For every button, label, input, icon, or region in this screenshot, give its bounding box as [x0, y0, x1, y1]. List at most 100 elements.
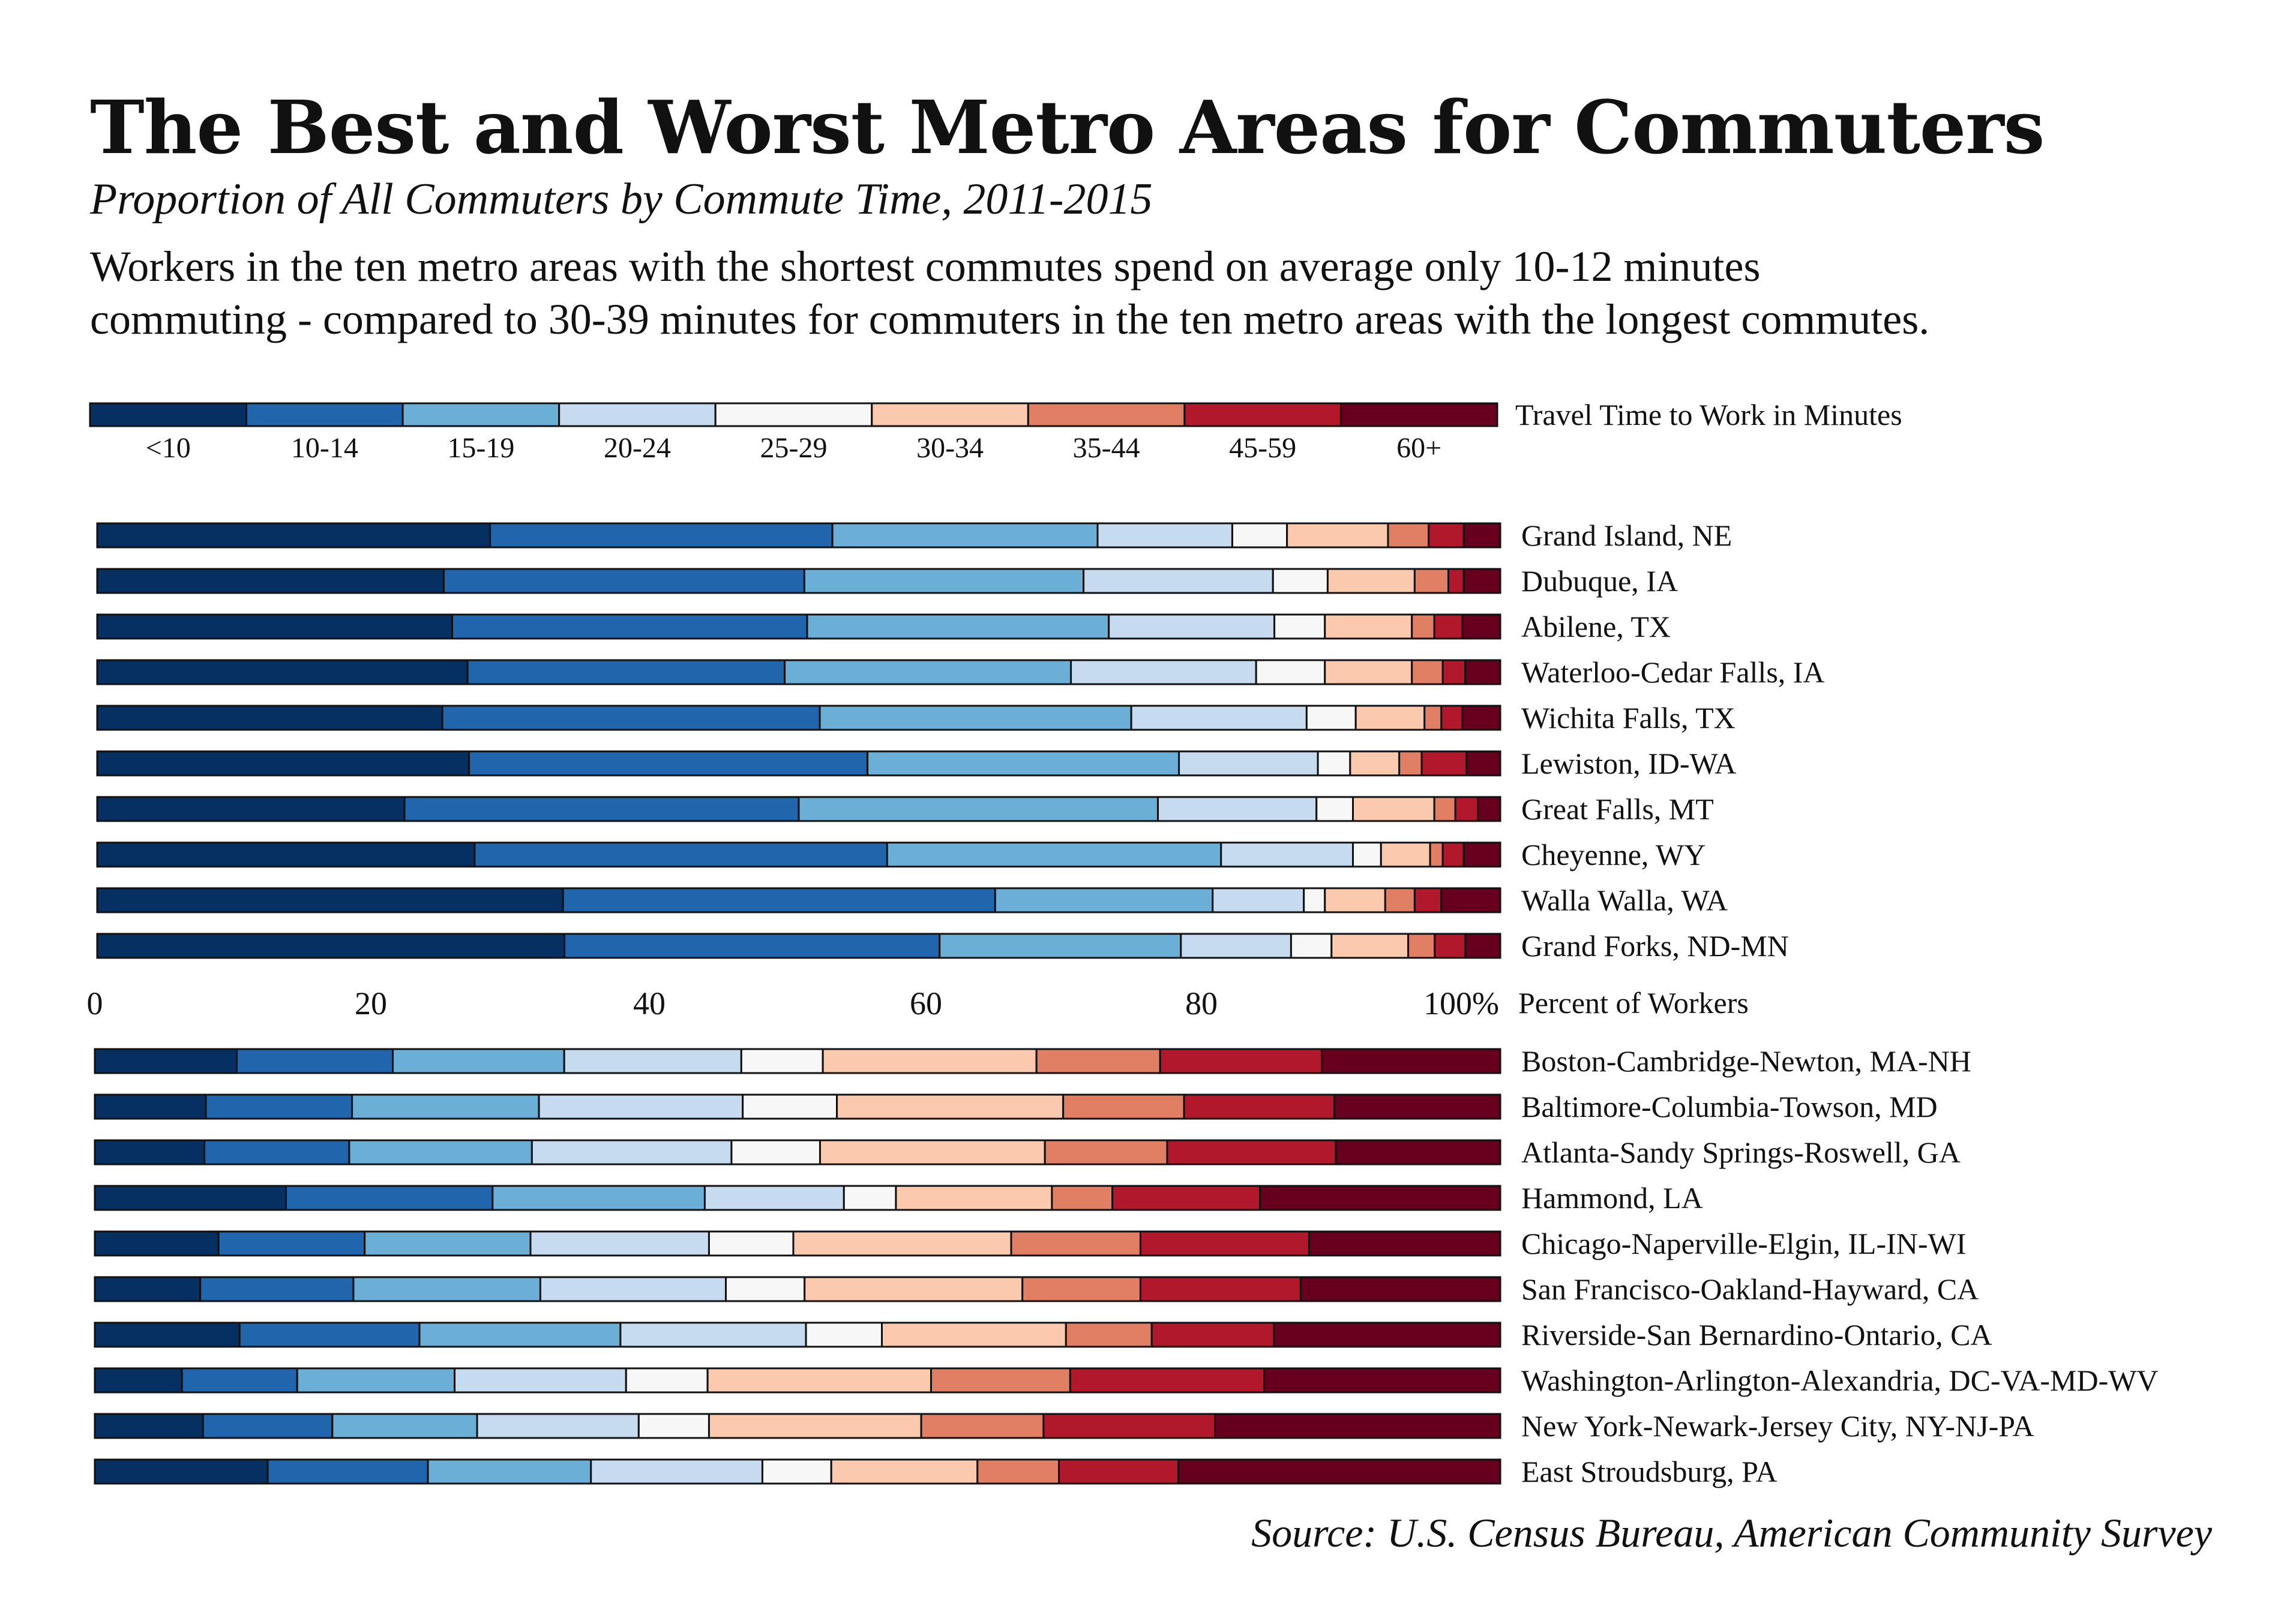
bar-segment-great-falls-mt-4: [1315, 796, 1354, 822]
bar-segment-cheyenne-wy-7: [1441, 841, 1465, 868]
bar-segment-chicago-naperville-elgin-il-in-wi-2: [364, 1230, 532, 1257]
bar-segment-abilene-tx-7: [1433, 613, 1464, 640]
bar-segment-hammond-la-0: [94, 1185, 287, 1211]
bar-segment-dubuque-ia-6: [1413, 568, 1449, 594]
bar-segment-grand-island-ne-0: [96, 522, 491, 549]
bar-segment-walla-walla-wa-1: [562, 887, 996, 913]
bar-segment-atlanta-sandy-springs-roswell-ga-4: [730, 1139, 821, 1165]
category-label: Atlanta-Sandy Springs-Roswell, GA: [1521, 1135, 1961, 1169]
bar-segment-abilene-tx-1: [451, 613, 808, 640]
category-label: Baltimore-Columbia-Towson, MD: [1521, 1090, 1938, 1123]
bar-segment-chicago-naperville-elgin-il-in-wi-5: [792, 1230, 1012, 1257]
bar-segment-atlanta-sandy-springs-roswell-ga-6: [1044, 1139, 1168, 1165]
bar-segment-grand-island-ne-3: [1096, 522, 1233, 549]
bar-segment-baltimore-columbia-towson-md-8: [1333, 1093, 1501, 1120]
bar-segment-hammond-la-6: [1051, 1185, 1114, 1211]
category-label: Abilene, TX: [1521, 610, 1671, 643]
bar-segment-grand-forks-nd-mn-6: [1407, 933, 1436, 959]
legend-swatch-25-29: [714, 402, 873, 427]
bar-segment-riverside-san-bernardino-ontario-ca-7: [1150, 1322, 1275, 1348]
bar-segment-riverside-san-bernardino-ontario-ca-2: [418, 1322, 622, 1348]
bar-segment-abilene-tx-0: [96, 613, 454, 640]
x-axis-label: Percent of Workers: [1518, 986, 1749, 1020]
bar-segment-new-york-newark-jersey-city-ny-nj-pa-6: [920, 1413, 1045, 1439]
bar-segment-grand-island-ne-6: [1387, 522, 1430, 549]
bar-segment-san-francisco-oakland-hayward-ca-5: [804, 1276, 1024, 1302]
bar-segment-chicago-naperville-elgin-il-in-wi-6: [1010, 1230, 1141, 1257]
category-label: Hammond, LA: [1521, 1181, 1703, 1215]
category-label: Wichita Falls, TX: [1521, 701, 1736, 735]
bar-segment-great-falls-mt-0: [96, 796, 406, 822]
bar-segment-chicago-naperville-elgin-il-in-wi-8: [1308, 1230, 1501, 1257]
bar-segment-cheyenne-wy-3: [1220, 841, 1354, 868]
bar-segment-walla-walla-wa-5: [1324, 887, 1386, 913]
bar-segment-wichita-falls-tx-0: [96, 705, 443, 731]
bar-segment-boston-cambridge-newton-ma-nh-1: [236, 1048, 394, 1074]
bar-segment-grand-forks-nd-mn-2: [939, 933, 1182, 959]
bar-segment-dubuque-ia-2: [803, 568, 1085, 594]
bar-segment-grand-forks-nd-mn-3: [1180, 933, 1292, 959]
bar-segment-chicago-naperville-elgin-il-in-wi-0: [94, 1230, 220, 1257]
bar-segment-great-falls-mt-2: [798, 796, 1159, 822]
bar-segment-baltimore-columbia-towson-md-7: [1183, 1093, 1336, 1120]
legend-swatch-15-19: [401, 402, 560, 427]
x-tick-label: 0: [87, 985, 103, 1021]
bar-segment-waterloo-cedar-falls-ia-6: [1411, 659, 1444, 685]
bar-segment-chicago-naperville-elgin-il-in-wi-7: [1139, 1230, 1310, 1257]
bar-segment-atlanta-sandy-springs-roswell-ga-2: [348, 1139, 533, 1165]
bar-segment-walla-walla-wa-8: [1440, 887, 1501, 913]
bar-segment-cheyenne-wy-8: [1462, 841, 1501, 868]
bar-segment-hammond-la-7: [1111, 1185, 1261, 1211]
bar-segment-grand-island-ne-5: [1286, 522, 1389, 549]
bar-segment-boston-cambridge-newton-ma-nh-3: [563, 1048, 742, 1074]
x-tick-label: 60: [910, 985, 942, 1021]
bar-segment-new-york-newark-jersey-city-ny-nj-pa-3: [476, 1413, 640, 1439]
bar-segment-boston-cambridge-newton-ma-nh-0: [94, 1048, 238, 1074]
bar-segment-baltimore-columbia-towson-md-1: [205, 1093, 353, 1120]
bar-segment-washington-arlington-alexandria-dc-va-md-wv-2: [296, 1367, 456, 1394]
bar-segment-boston-cambridge-newton-ma-nh-2: [392, 1048, 565, 1074]
bar-segment-grand-forks-nd-mn-7: [1434, 933, 1467, 959]
bar-segment-grand-island-ne-4: [1231, 522, 1288, 549]
bar-segment-washington-arlington-alexandria-dc-va-md-wv-6: [930, 1367, 1071, 1394]
bar-segment-grand-forks-nd-mn-8: [1464, 933, 1501, 959]
bar-segment-wichita-falls-tx-6: [1423, 705, 1443, 731]
bar-segment-washington-arlington-alexandria-dc-va-md-wv-1: [181, 1367, 298, 1394]
bar-segment-cheyenne-wy-0: [96, 841, 476, 868]
bar-segment-abilene-tx-8: [1461, 613, 1501, 640]
bar-segment-east-stroudsburg-pa-2: [427, 1458, 592, 1485]
bar-segment-abilene-tx-5: [1324, 613, 1413, 640]
bar-segment-grand-island-ne-7: [1428, 522, 1465, 549]
bar-segment-boston-cambridge-newton-ma-nh-5: [822, 1048, 1038, 1074]
bar-segment-lewiston-id-wa-8: [1465, 750, 1501, 777]
legend-swatch-10-14: [245, 402, 404, 427]
bar-segment-hammond-la-8: [1259, 1185, 1501, 1211]
bar-segment-abilene-tx-6: [1411, 613, 1435, 640]
bar-segment-baltimore-columbia-towson-md-3: [538, 1093, 744, 1120]
category-label: Boston-Cambridge-Newton, MA-NH: [1521, 1044, 1971, 1078]
legend-label: 10-14: [291, 432, 358, 464]
category-label: Lewiston, ID-WA: [1521, 747, 1736, 780]
bar-segment-lewiston-id-wa-5: [1349, 750, 1401, 777]
legend-swatch-60: [1339, 402, 1498, 427]
bar-segment-hammond-la-5: [895, 1185, 1053, 1211]
bar-segment-waterloo-cedar-falls-ia-0: [96, 659, 469, 685]
bar-segment-abilene-tx-2: [806, 613, 1110, 640]
bar-segment-riverside-san-bernardino-ontario-ca-8: [1273, 1322, 1501, 1348]
legend-label: 30-34: [916, 432, 984, 464]
bar-segment-wichita-falls-tx-1: [441, 705, 821, 731]
x-tick-label: 20: [355, 985, 387, 1021]
bar-segment-boston-cambridge-newton-ma-nh-4: [740, 1048, 824, 1074]
bar-segment-san-francisco-oakland-hayward-ca-6: [1021, 1276, 1141, 1302]
bar-segment-cheyenne-wy-4: [1352, 841, 1382, 868]
bar-segment-wichita-falls-tx-5: [1354, 705, 1426, 731]
bar-segment-walla-walla-wa-0: [96, 887, 564, 913]
bar-segment-atlanta-sandy-springs-roswell-ga-5: [819, 1139, 1046, 1165]
bar-segment-riverside-san-bernardino-ontario-ca-3: [619, 1322, 807, 1348]
legend-swatch-20-24: [558, 402, 717, 427]
bar-segment-new-york-newark-jersey-city-ny-nj-pa-4: [637, 1413, 710, 1439]
bar-segment-chicago-naperville-elgin-il-in-wi-3: [529, 1230, 710, 1257]
bar-segment-baltimore-columbia-towson-md-2: [351, 1093, 540, 1120]
bar-segment-great-falls-mt-8: [1477, 796, 1501, 822]
